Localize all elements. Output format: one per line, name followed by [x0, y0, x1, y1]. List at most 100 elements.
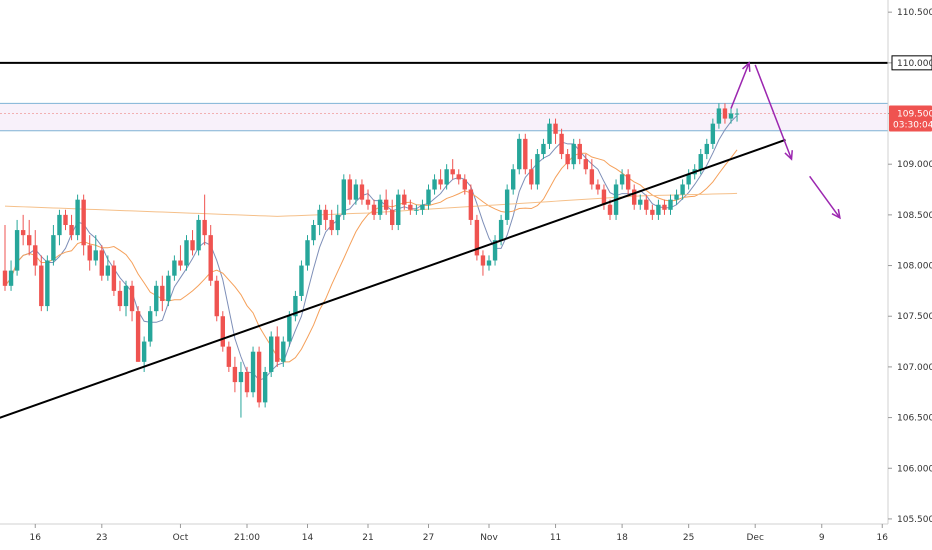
- candle-body: [511, 169, 516, 190]
- candle-body: [8, 270, 14, 286]
- time-tick-label: Nov: [480, 533, 498, 543]
- candle: [353, 179, 359, 205]
- candle: [111, 260, 117, 296]
- candle-body: [81, 199, 86, 246]
- candle-body: [390, 209, 395, 226]
- candle: [444, 164, 449, 190]
- candle-body: [51, 235, 56, 261]
- candle: [547, 118, 552, 149]
- candle-body: [69, 225, 74, 236]
- candle-body: [281, 341, 286, 362]
- candle: [2, 225, 8, 291]
- candle: [256, 346, 262, 408]
- candle-body: [492, 240, 498, 261]
- candle: [377, 194, 383, 220]
- candle: [535, 148, 540, 190]
- candle: [541, 138, 546, 160]
- candle-body: [323, 209, 328, 220]
- candle: [480, 250, 486, 276]
- candle-body: [57, 214, 62, 236]
- candle-body: [444, 169, 449, 185]
- candle: [81, 194, 86, 256]
- candle: [93, 235, 98, 266]
- candle: [680, 179, 685, 200]
- time-axis[interactable]: 16 23 Oct 21:00 14 21 27 Nov 11 18 25 Dec 9 16: [0, 523, 888, 543]
- time-tick-label: 23: [96, 533, 107, 543]
- candle-body: [450, 169, 455, 175]
- resistance-price-badge: [891, 55, 932, 71]
- candle: [607, 199, 613, 220]
- candle-body: [408, 204, 413, 210]
- candle-body: [638, 199, 643, 205]
- candle: [178, 245, 183, 271]
- candle: [226, 341, 232, 372]
- candle: [716, 103, 722, 129]
- candle-body: [625, 174, 631, 190]
- candle-body: [607, 204, 613, 215]
- current-price-value: 109.500: [897, 110, 932, 120]
- candle-body: [402, 194, 407, 205]
- candle: [184, 235, 189, 271]
- candle: [601, 184, 607, 210]
- candle-body: [480, 255, 486, 266]
- arrow-shaft: [809, 175, 841, 219]
- candle-body: [293, 295, 298, 317]
- candle-body: [656, 204, 661, 215]
- price-tick-label: 105.500: [897, 515, 932, 525]
- candle: [69, 214, 74, 241]
- candle: [577, 138, 582, 165]
- candle-body: [14, 230, 20, 271]
- candle: [220, 311, 225, 352]
- candle-body: [704, 143, 709, 155]
- candle: [262, 366, 268, 408]
- moving-averages: [4, 115, 738, 381]
- candle: [553, 118, 558, 144]
- candle: [305, 235, 310, 271]
- arrow-head: [784, 150, 793, 161]
- candle: [311, 219, 316, 246]
- candle: [656, 199, 661, 220]
- arrow-shaft: [730, 62, 750, 109]
- candle: [734, 108, 740, 122]
- candle: [565, 148, 570, 170]
- candle-body: [377, 199, 383, 215]
- candle: [371, 199, 377, 220]
- candle-body: [553, 123, 558, 134]
- candle-body: [196, 219, 201, 251]
- candle-body: [311, 225, 316, 241]
- candle: [269, 331, 274, 378]
- candle-body: [184, 240, 189, 266]
- candle-body: [359, 184, 365, 200]
- candle: [408, 199, 413, 215]
- candle: [632, 184, 637, 210]
- time-tick-label: 14: [302, 533, 314, 543]
- candle: [135, 306, 141, 362]
- candle-body: [347, 179, 353, 200]
- candle: [529, 159, 534, 190]
- candle: [238, 361, 244, 418]
- candle-body: [178, 260, 183, 266]
- candle-body: [632, 189, 637, 205]
- time-tick-label: 21:00: [234, 533, 260, 543]
- candle: [63, 209, 68, 231]
- candle: [523, 133, 528, 175]
- candle: [728, 108, 734, 124]
- candle-body: [722, 108, 728, 119]
- forecast-arrows: [730, 61, 841, 220]
- candle-body: [226, 346, 232, 367]
- candle: [390, 199, 395, 231]
- price-axis[interactable]: 110.500 110.000 109.500 109.000 108.500 108.0…: [887, 0, 932, 525]
- candle-body: [426, 189, 431, 205]
- candle: [27, 219, 32, 256]
- candle: [57, 209, 62, 246]
- candle-body: [232, 366, 238, 383]
- candle-body: [190, 240, 195, 251]
- candle: [583, 154, 588, 175]
- candle-body: [371, 204, 377, 215]
- candle: [299, 260, 304, 302]
- candle-body: [45, 260, 50, 307]
- candle-body: [474, 219, 480, 256]
- time-tick-label: 9: [819, 533, 825, 543]
